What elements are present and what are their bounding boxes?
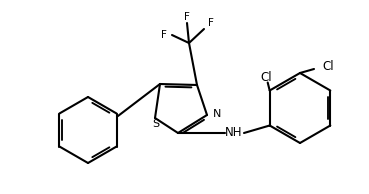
Text: F: F xyxy=(208,18,214,28)
Text: S: S xyxy=(152,119,159,129)
Text: N: N xyxy=(213,109,221,119)
Text: F: F xyxy=(184,12,190,22)
Text: Cl: Cl xyxy=(322,61,334,74)
Text: NH: NH xyxy=(225,126,243,139)
Text: F: F xyxy=(161,30,167,40)
Text: Cl: Cl xyxy=(260,71,272,84)
